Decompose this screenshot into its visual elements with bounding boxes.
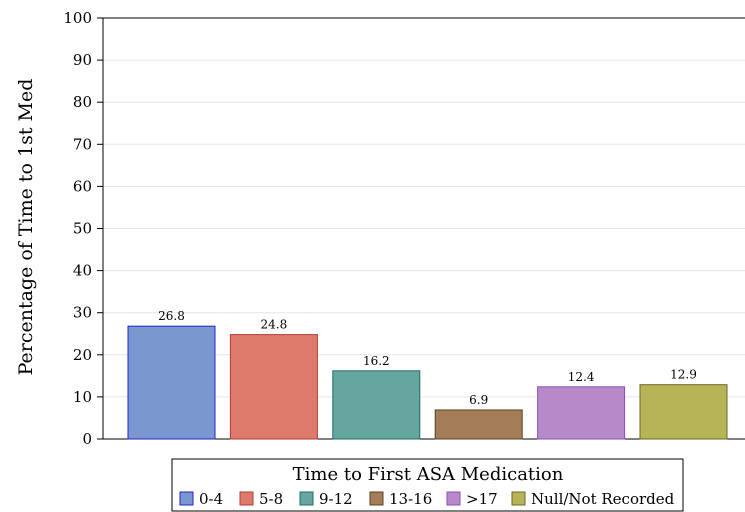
y-tick-label: 50: [73, 220, 92, 238]
y-tick-label: 40: [73, 262, 92, 280]
y-tick-label: 20: [73, 346, 92, 364]
legend-items: 0-4 5-8 9-12 13-16 >17 Null/Not Recorded: [179, 490, 675, 508]
y-tick-label: 0: [82, 430, 92, 448]
y-tick-label: 60: [73, 177, 92, 195]
bar-value-label: 12.4: [568, 370, 595, 384]
bar-17: [537, 386, 626, 440]
legend-label: Null/Not Recorded: [531, 490, 675, 508]
legend-box: [171, 458, 684, 512]
bar-null-not-recorded: [639, 384, 728, 440]
legend: Time to First ASA Medication 0-4 5-8 9-12 1…: [171, 458, 684, 512]
legend-label: 0-4: [199, 490, 223, 508]
legend-swatch: [446, 491, 461, 506]
y-tick-label: 30: [73, 304, 92, 322]
bar-9-12: [332, 370, 421, 440]
legend-swatch: [239, 491, 254, 506]
legend-label: 9-12: [319, 490, 353, 508]
bar-13-16: [434, 409, 523, 440]
y-tick-label: 90: [73, 51, 92, 69]
bar-value-label: 26.8: [158, 309, 185, 323]
data-labels: 26.8 24.8 16.2 6.9 12.4 12.9: [158, 309, 697, 407]
legend-swatch: [511, 491, 526, 506]
legend-swatch: [369, 491, 384, 506]
legend-swatch: [299, 491, 314, 506]
bar-value-label: 16.2: [363, 354, 390, 368]
y-tick-label: 10: [73, 388, 92, 406]
legend-label: >17: [466, 490, 498, 508]
bars: [127, 325, 728, 440]
y-tick-label: 70: [73, 135, 92, 153]
y-axis: 0 10 20 30 40 50 60 70 80 90 100: [63, 9, 745, 448]
legend-label: 13-16: [389, 490, 432, 508]
bar-5-8: [229, 334, 318, 440]
legend-label: 5-8: [259, 490, 283, 508]
bar-value-label: 12.9: [670, 368, 697, 382]
y-tick-label: 80: [73, 93, 92, 111]
y-axis-label: Percentage of Time to 1st Med: [15, 79, 37, 376]
y-tick-label: 100: [63, 9, 92, 27]
bar-value-label: 24.8: [261, 318, 288, 332]
bar-value-label: 6.9: [469, 393, 488, 407]
bar-0-4: [127, 325, 216, 440]
legend-swatch: [179, 491, 194, 506]
legend-title: Time to First ASA Medication: [293, 464, 564, 485]
